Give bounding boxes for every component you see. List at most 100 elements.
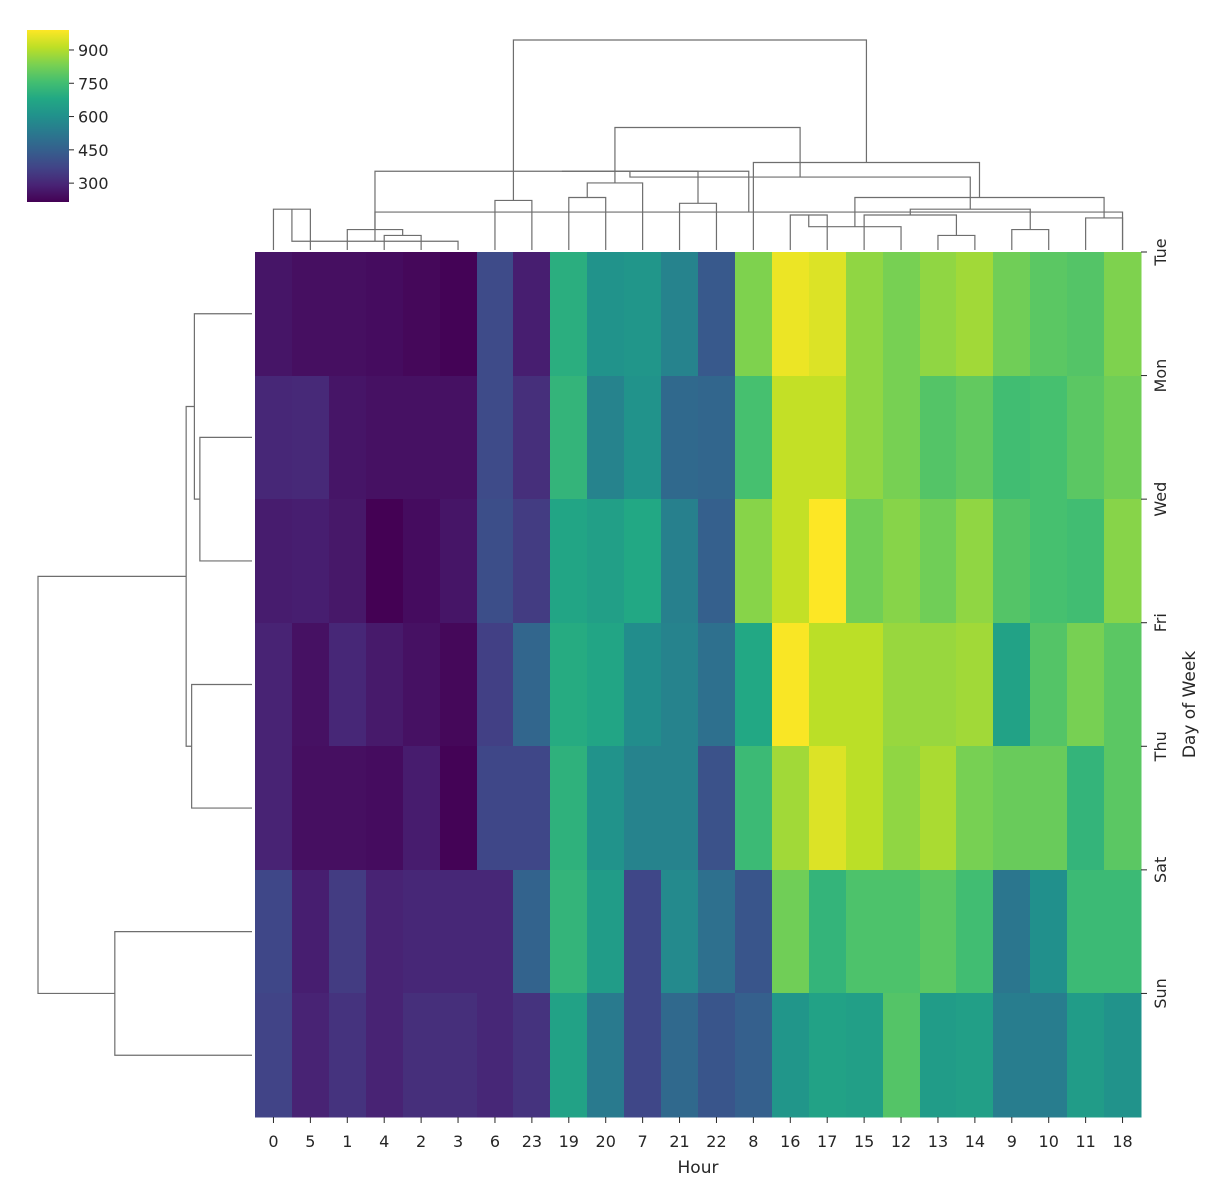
heatmap-cell <box>403 376 441 500</box>
heatmap-cell <box>661 746 699 871</box>
colorbar: 300 450 600 750 900 <box>27 30 109 202</box>
heatmap-cell <box>1104 746 1142 871</box>
heatmap-cell <box>846 993 884 1118</box>
heatmap-cell <box>1067 993 1105 1118</box>
row-dendrogram-link <box>193 313 252 500</box>
heatmap-cell <box>366 499 404 624</box>
heatmap-cell <box>772 499 810 624</box>
heatmap-cell <box>403 870 441 994</box>
y-tick-label: Mon <box>1151 359 1170 393</box>
heatmap-cell <box>624 993 662 1118</box>
heatmap-cell <box>624 499 662 624</box>
heatmap-cell <box>440 252 478 377</box>
heatmap-cell <box>735 252 773 377</box>
heatmap-cell <box>292 499 330 624</box>
heatmap-cell <box>477 376 514 500</box>
heatmap-cell <box>920 623 957 747</box>
heatmap-cell <box>698 252 736 377</box>
y-tick-label: Sun <box>1151 978 1170 1008</box>
heatmap-cell <box>956 376 994 500</box>
heatmap-cell <box>366 870 404 994</box>
heatmap-cell <box>440 993 478 1118</box>
heatmap-cell <box>403 623 441 747</box>
x-tick-label: 20 <box>596 1132 616 1151</box>
heatmap-cell <box>698 993 736 1118</box>
heatmap-cell <box>920 252 957 377</box>
heatmap-cell <box>477 499 514 624</box>
heatmap-cell <box>477 746 514 871</box>
heatmap-cell <box>956 993 994 1118</box>
heatmap-cell <box>477 993 514 1118</box>
heatmap-cell <box>809 746 847 871</box>
column-dendrogram <box>272 39 1124 250</box>
y-tick-label: Thu <box>1151 731 1170 762</box>
x-tick-label: 10 <box>1039 1132 1059 1151</box>
heatmap-cell <box>513 623 551 747</box>
y-axis-ticks: Tue Mon Wed Fri Thu Sat Sun <box>1141 238 1170 1009</box>
heatmap-cell <box>1030 252 1068 377</box>
col-dendrogram-link <box>561 170 699 204</box>
heatmap-cell <box>661 993 699 1118</box>
col-dendrogram-link <box>374 170 750 230</box>
heatmap-cell <box>513 993 551 1118</box>
heatmap-cell <box>255 746 293 871</box>
heatmap-cell <box>440 746 478 871</box>
heatmap-cell <box>846 376 884 500</box>
heatmap-cell <box>993 376 1031 500</box>
y-tick-label: Fri <box>1151 613 1170 632</box>
heatmap-cell <box>366 623 404 747</box>
row-dendrogram-link <box>114 931 252 1056</box>
heatmap-cell <box>513 376 551 500</box>
heatmap-cell <box>698 870 736 994</box>
col-dendrogram-link <box>678 202 718 250</box>
x-tick-label: 5 <box>305 1132 315 1151</box>
heatmap-cell <box>255 623 293 747</box>
heatmap-cell <box>550 746 588 871</box>
row-dendrogram-link <box>191 683 252 809</box>
heatmap-cell <box>661 252 699 377</box>
heatmap-cell <box>772 993 810 1118</box>
heatmap-cell <box>661 499 699 624</box>
heatmap-cell <box>698 376 736 500</box>
heatmap-cell <box>329 499 367 624</box>
row-dendrogram-link <box>185 405 195 747</box>
heatmap-cell <box>883 993 921 1118</box>
y-axis-label: Day of Week <box>1180 651 1200 758</box>
heatmap-cell <box>735 623 773 747</box>
x-axis-label: Hour <box>678 1158 719 1178</box>
heatmap-cell <box>513 252 551 377</box>
x-tick-label: 2 <box>416 1132 426 1151</box>
col-dendrogram-link <box>808 215 902 250</box>
heatmap-cell <box>550 499 588 624</box>
heatmap-cell <box>550 376 588 500</box>
heatmap-cell <box>883 623 921 747</box>
heatmap-cell <box>1030 376 1068 500</box>
heatmap-cell <box>329 870 367 994</box>
heatmap-cell <box>956 499 994 624</box>
heatmap-cell <box>1104 499 1142 624</box>
heatmap-cell <box>846 252 884 377</box>
heatmap-cell <box>255 499 293 624</box>
heatmap-cell <box>772 623 810 747</box>
heatmap-cell <box>956 870 994 994</box>
heatmap-cell <box>366 376 404 500</box>
x-tick-label: 14 <box>965 1132 985 1151</box>
heatmap-grid <box>255 252 1142 1118</box>
heatmap-cell <box>550 993 588 1118</box>
heatmap-cell <box>292 376 330 500</box>
x-tick-label: 4 <box>379 1132 389 1151</box>
x-tick-label: 6 <box>490 1132 500 1151</box>
x-tick-label: 7 <box>638 1132 648 1151</box>
heatmap-cell <box>1104 252 1142 377</box>
heatmap-cell <box>403 993 441 1118</box>
heatmap-cell <box>587 993 625 1118</box>
x-tick-label: 19 <box>559 1132 579 1151</box>
heatmap-cell <box>993 252 1031 377</box>
heatmap-cell <box>846 623 884 747</box>
x-tick-label: 3 <box>453 1132 463 1151</box>
x-tick-label: 16 <box>780 1132 800 1151</box>
heatmap-cell <box>956 746 994 871</box>
heatmap-cell <box>735 376 773 500</box>
x-tick-label: 18 <box>1112 1132 1132 1151</box>
heatmap-cell <box>1030 870 1068 994</box>
